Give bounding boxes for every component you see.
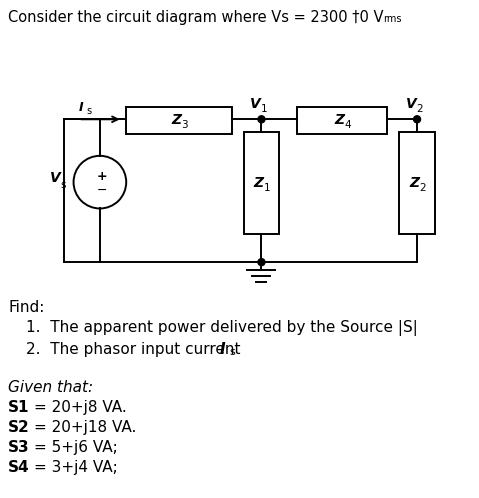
Text: I: I bbox=[79, 101, 83, 114]
Text: 1.  The apparent power delivered by the Source |S|: 1. The apparent power delivered by the S… bbox=[26, 320, 418, 336]
Text: +: + bbox=[97, 170, 107, 183]
Text: V: V bbox=[50, 171, 61, 185]
Text: s: s bbox=[86, 106, 91, 117]
Text: 2.  The phasor input current: 2. The phasor input current bbox=[26, 342, 245, 357]
Circle shape bbox=[258, 116, 265, 123]
Bar bbox=[399, 132, 435, 234]
Text: S1: S1 bbox=[8, 400, 30, 415]
Text: 1: 1 bbox=[261, 104, 268, 114]
Text: 2: 2 bbox=[417, 104, 423, 114]
Text: = 5+j6 VA;: = 5+j6 VA; bbox=[34, 440, 118, 455]
Text: V: V bbox=[406, 97, 416, 111]
Text: Consider the circuit diagram where Vs = 2300 †0 V: Consider the circuit diagram where Vs = … bbox=[8, 10, 384, 25]
Text: Given that:: Given that: bbox=[8, 380, 93, 395]
Text: 2: 2 bbox=[420, 183, 426, 193]
Bar bbox=[126, 107, 231, 134]
Text: S3: S3 bbox=[8, 440, 30, 455]
Text: Z: Z bbox=[171, 114, 181, 127]
Text: Z: Z bbox=[334, 114, 344, 127]
Text: s: s bbox=[61, 180, 66, 190]
Text: s: s bbox=[229, 347, 235, 357]
Text: = 20+j8 VA.: = 20+j8 VA. bbox=[34, 400, 127, 415]
Text: 1: 1 bbox=[264, 183, 271, 193]
Bar bbox=[243, 132, 279, 234]
Text: Find:: Find: bbox=[8, 300, 45, 315]
Bar bbox=[297, 107, 387, 134]
Text: 3: 3 bbox=[182, 121, 188, 130]
Text: Z: Z bbox=[409, 176, 419, 190]
Text: rms: rms bbox=[383, 14, 401, 24]
Text: I: I bbox=[220, 342, 226, 357]
Text: = 20+j18 VA.: = 20+j18 VA. bbox=[34, 420, 137, 435]
Text: Z: Z bbox=[253, 176, 263, 190]
Text: = 3+j4 VA;: = 3+j4 VA; bbox=[34, 460, 118, 475]
Text: 4: 4 bbox=[345, 121, 352, 130]
Text: V: V bbox=[250, 97, 261, 111]
Text: −: − bbox=[97, 184, 107, 197]
Circle shape bbox=[413, 116, 421, 123]
Circle shape bbox=[258, 258, 265, 265]
Text: S2: S2 bbox=[8, 420, 30, 435]
Text: S4: S4 bbox=[8, 460, 30, 475]
